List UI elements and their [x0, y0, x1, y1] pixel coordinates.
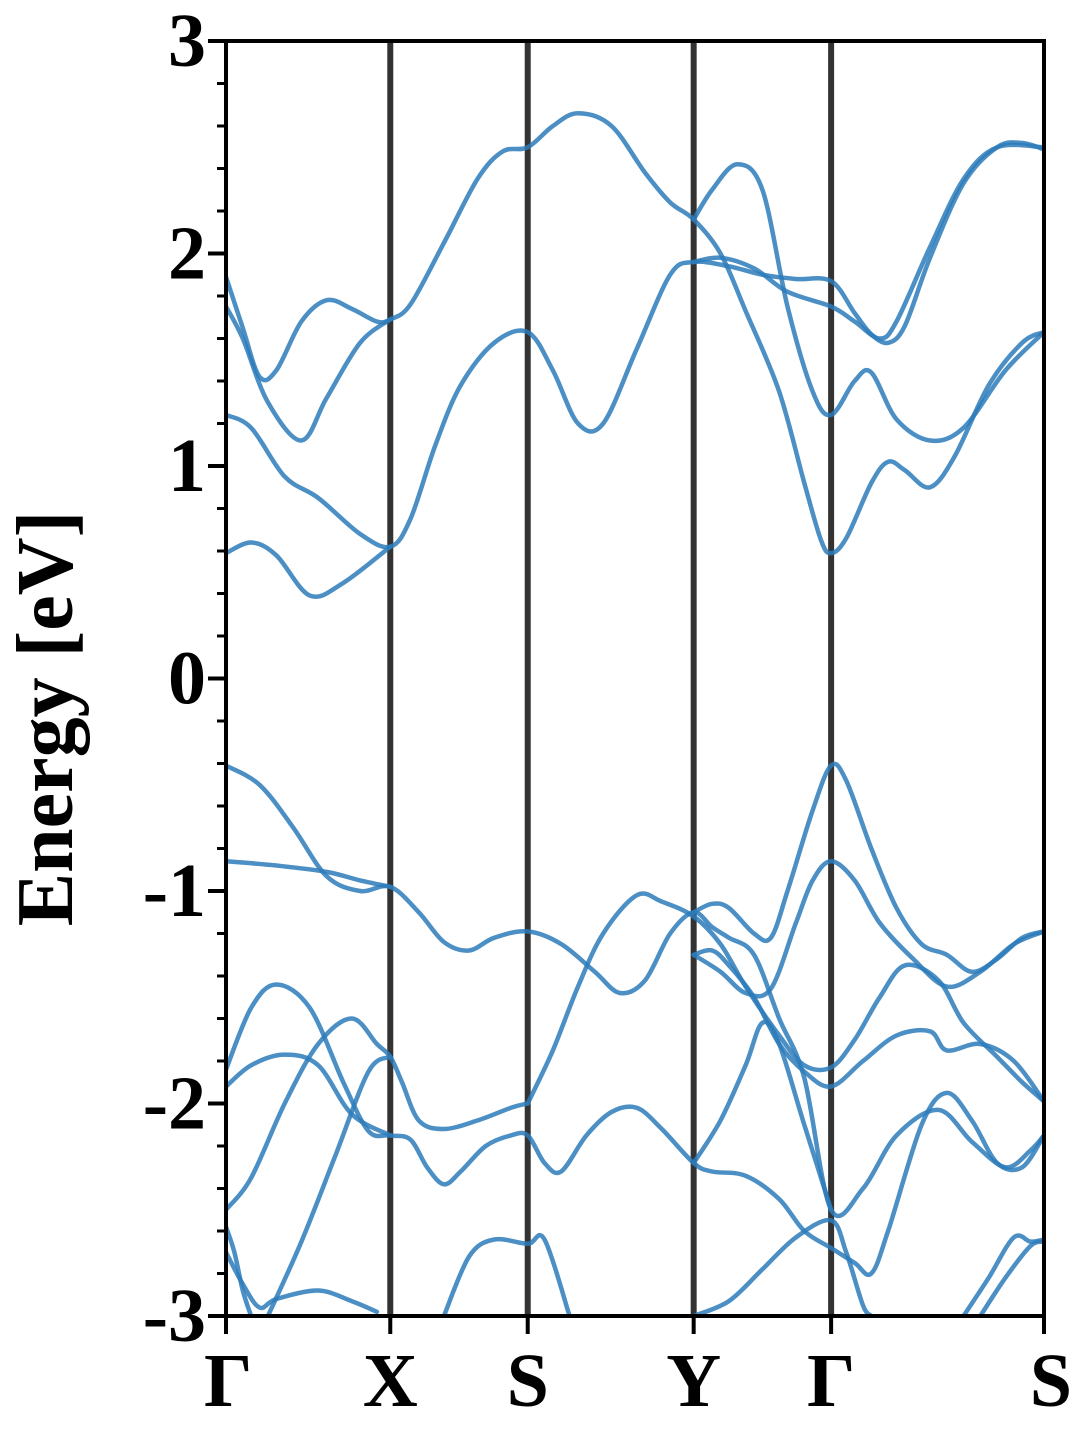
band-line-6 [226, 763, 1044, 1219]
band-series [226, 111, 1044, 1316]
band-line-18 [441, 1232, 572, 1316]
band-line-20 [691, 1019, 834, 1213]
y-tick-label: 1 [168, 424, 206, 508]
x-tick-label: Γ [204, 1339, 252, 1423]
x-tick-label: S [1030, 1339, 1072, 1423]
y-tick-label: -1 [143, 849, 206, 933]
band-line-16 [265, 1054, 393, 1316]
band-line-19 [691, 1217, 874, 1316]
band-line-11 [691, 859, 1044, 999]
x-tick-label: Y [666, 1339, 721, 1423]
band-line-14 [226, 1016, 530, 1213]
band-line-7 [226, 859, 393, 890]
band-line-5 [691, 142, 1044, 341]
band-line-13 [226, 1052, 393, 1138]
y-tick-label: -2 [143, 1062, 206, 1146]
band-line-12 [226, 982, 1044, 1277]
y-tick-label: 0 [168, 637, 206, 721]
band-line-17 [226, 1224, 254, 1316]
y-axis-label: Energy [eV] [2, 511, 90, 926]
band-line-0 [226, 111, 1044, 556]
band-line-10 [691, 761, 1044, 975]
band-line-9 [691, 947, 1044, 1104]
y-tick-label: -3 [143, 1274, 206, 1358]
band-line-1 [226, 304, 393, 443]
y-axis-ticks: 3 2 1 0 -1 -2 -3 [143, 0, 226, 1358]
x-tick-label: S [507, 1339, 549, 1423]
band-line-4 [691, 162, 1044, 444]
band-line-8 [525, 891, 1044, 1106]
y-tick-label: 2 [168, 212, 206, 296]
x-tick-label: Γ [807, 1339, 855, 1423]
x-tick-label: X [363, 1339, 418, 1423]
band-line-3 [226, 540, 393, 599]
y-tick-label: 3 [168, 0, 206, 83]
band-line-22 [978, 1239, 1044, 1316]
